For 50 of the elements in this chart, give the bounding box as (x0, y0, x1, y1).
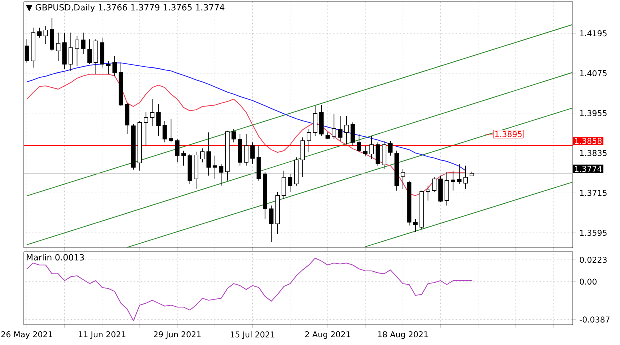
candlestick (162, 120, 168, 143)
y-tick-label: 1.4195 (580, 30, 607, 37)
candlestick (150, 99, 155, 126)
candlestick (357, 134, 362, 153)
candlestick (332, 114, 336, 140)
candlestick (88, 39, 92, 65)
x-tick-label: 2 Aug 2021 (305, 332, 350, 340)
candlestick (432, 177, 437, 193)
candlestick (320, 105, 324, 136)
x-tick-label: 18 Aug 2021 (378, 332, 428, 340)
candlestick (438, 176, 443, 203)
candlestick (451, 170, 456, 192)
candlestick (56, 32, 61, 62)
ref-line-label: 1.3858 (575, 138, 602, 144)
candlestick (400, 168, 406, 190)
candlestick (169, 118, 174, 143)
x-tick-label: 29 Jun 2021 (154, 332, 201, 340)
candlestick (50, 18, 54, 52)
x-tick-label: 11 Jun 2021 (79, 332, 126, 340)
candlestick (414, 218, 418, 233)
y-tick-label: 1.3715 (580, 190, 607, 196)
candlestick (244, 134, 249, 166)
y-tick-label: 1.3835 (580, 150, 607, 156)
candlestick (256, 146, 262, 182)
y-tick-label: 1.3595 (580, 230, 607, 236)
y-tick-label: -0.0387 (580, 316, 610, 323)
candlestick (75, 36, 80, 67)
candlestick (68, 32, 74, 72)
chart-title: ▼ GBPUSD,Daily 1.3766 1.3779 1.3765 1.3774 (26, 4, 225, 12)
candlestick (388, 140, 393, 156)
y-tick-label: 1.4075 (580, 70, 607, 76)
candlestick (350, 122, 356, 146)
candlestick (156, 104, 161, 136)
candlestick (238, 134, 242, 166)
x-tick-label: 26 May 2021 (2, 332, 52, 340)
y-tick-label: 0.0223 (580, 257, 607, 264)
x-tick-label: 15 Jul 2021 (230, 332, 275, 340)
candlestick (144, 112, 148, 146)
candlestick (62, 32, 67, 70)
candlestick (250, 142, 255, 165)
candlestick (81, 32, 86, 55)
ref-line-label: 1.3774 (575, 166, 602, 172)
y-tick-label: 0.00 (580, 278, 597, 285)
annotation: 1.3895 (495, 131, 522, 138)
y-tick-label: 1.3955 (580, 110, 607, 116)
chart-title: Marlin 0.0013 (27, 254, 84, 261)
candlestick (344, 116, 349, 145)
candlestick (444, 172, 450, 206)
candlestick (426, 185, 430, 202)
candlestick (338, 116, 343, 142)
